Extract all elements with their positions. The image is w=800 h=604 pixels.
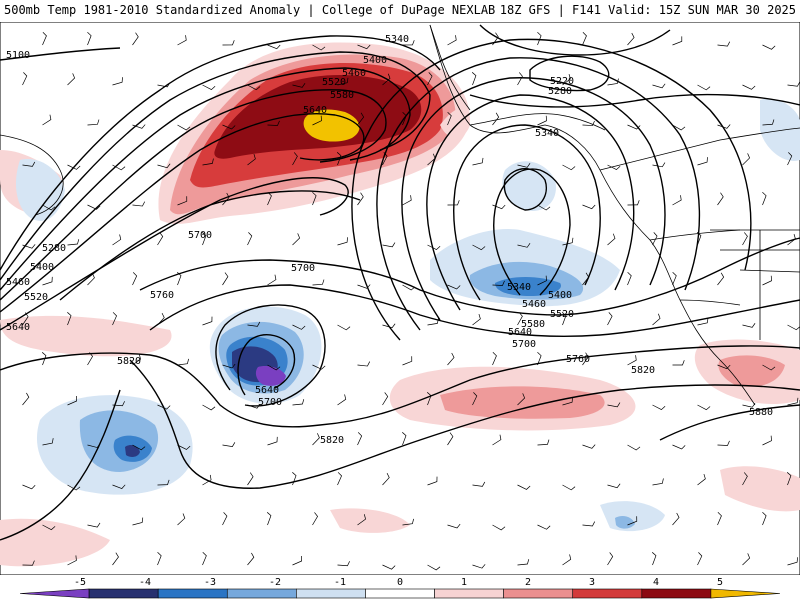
colorbar-segment	[711, 589, 780, 598]
colorbar-segment	[504, 589, 573, 598]
colorbar-segment	[435, 589, 504, 598]
contour-label: 5400	[548, 290, 572, 301]
colorbar-tick: 0	[397, 577, 403, 588]
contour-label: 5100	[6, 50, 30, 61]
colorbar-segment	[642, 589, 711, 598]
weather-map: 5100 5340 5400 5460 5520 5580 5640 5220 …	[0, 22, 800, 575]
contour-label: 5880	[749, 407, 773, 418]
colorbar-tick: 2	[525, 577, 531, 588]
colorbar-tick: 4	[653, 577, 659, 588]
colorbar-tick: -5	[74, 577, 86, 588]
contour-label: 5340	[535, 128, 559, 139]
contour-label: 5340	[385, 34, 409, 45]
contour-label: 5460	[522, 299, 546, 310]
contour-label: 5640	[303, 105, 327, 116]
contour-label: 5640	[508, 327, 532, 338]
contour-label: 5460	[6, 277, 30, 288]
colorbar-tick: 1	[461, 577, 467, 588]
colorbar-ramp	[20, 589, 780, 598]
contour-label: 5400	[363, 55, 387, 66]
colorbar-tick: 3	[589, 577, 595, 588]
contour-label: 5640	[255, 385, 279, 396]
contour-label: 5580	[330, 90, 354, 101]
contour-label: 5520	[550, 309, 574, 320]
contour-label: 5700	[258, 397, 282, 408]
colorbar: -5 -4 -3 -2 -1 0 1 2 3 4 5	[0, 575, 800, 600]
colorbar-segment	[20, 589, 89, 598]
contour-label: 5700	[188, 230, 212, 241]
colorbar-segment	[573, 589, 642, 598]
contour-label: 5640	[6, 322, 30, 333]
colorbar-tick: -4	[139, 577, 151, 588]
colorbar-segment	[365, 589, 434, 598]
contour-label: 5700	[291, 263, 315, 274]
contour-label: 5820	[320, 435, 344, 446]
contour-label: 5340	[507, 282, 531, 293]
colorbar-tick: -2	[269, 577, 281, 588]
contour-label: 5280	[42, 243, 66, 254]
colorbar-segment	[158, 589, 227, 598]
contour-label: 5520	[322, 77, 346, 88]
colorbar-segment	[296, 589, 365, 598]
contour-label: 5820	[631, 365, 655, 376]
contour-label: 5280	[548, 86, 572, 97]
contour-label: 5700	[512, 339, 536, 350]
weather-map-svg: 5100 5340 5400 5460 5520 5580 5640 5220 …	[0, 22, 800, 575]
colorbar-svg: -5 -4 -3 -2 -1 0 1 2 3 4 5	[0, 575, 800, 600]
contour-label: 5760	[150, 290, 174, 301]
contour-label: 5520	[24, 292, 48, 303]
colorbar-tick: -1	[334, 577, 346, 588]
map-header: 500mb Temp 1981-2010 Standardized Anomal…	[0, 0, 800, 22]
colorbar-tick: -3	[204, 577, 216, 588]
colorbar-segment	[89, 589, 158, 598]
contour-label: 5400	[30, 262, 54, 273]
model-run-valid-time: 18Z GFS | F141 Valid: 15Z SUN MAR 30 202…	[500, 3, 796, 17]
colorbar-tick: 5	[717, 577, 723, 588]
colorbar-segment	[227, 589, 296, 598]
map-title: 500mb Temp 1981-2010 Standardized Anomal…	[4, 3, 495, 17]
colorbar-tick-labels: -5 -4 -3 -2 -1 0 1 2 3 4 5	[74, 577, 723, 588]
